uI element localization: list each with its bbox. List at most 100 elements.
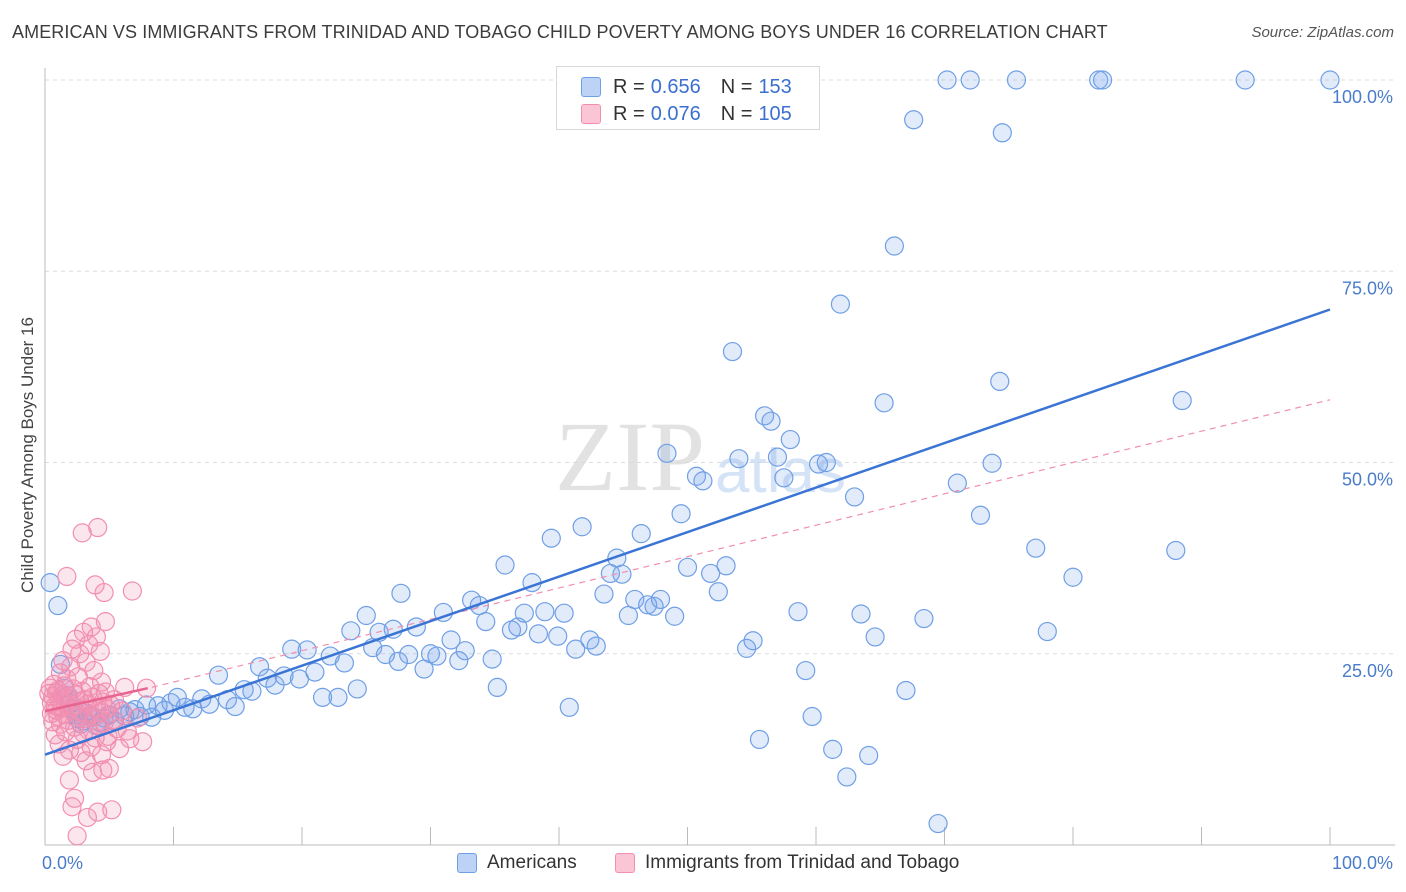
point-american <box>625 589 645 610</box>
point-american <box>341 621 361 641</box>
point-american <box>305 662 325 682</box>
point-american <box>859 745 879 766</box>
point-american <box>334 653 355 673</box>
point-american <box>586 636 606 656</box>
point-american <box>618 605 638 626</box>
point-immigrant <box>67 826 87 846</box>
point-american <box>1172 390 1192 411</box>
point-immigrant <box>72 523 92 543</box>
legend-label-immigrants: Immigrants from Trinidad and Tobago <box>645 852 960 873</box>
point-immigrant <box>88 517 108 538</box>
point-american <box>48 595 68 616</box>
point-american <box>970 505 991 525</box>
points-immigrants <box>39 517 157 846</box>
point-american <box>554 603 574 623</box>
point-american <box>312 687 333 707</box>
point-american <box>844 487 865 507</box>
point-immigrant <box>102 800 122 820</box>
point-immigrant <box>77 807 98 828</box>
point-american <box>559 697 579 717</box>
point-american <box>441 630 461 650</box>
point-immigrant <box>99 758 119 779</box>
point-american <box>594 584 614 604</box>
point-immigrant <box>122 581 142 601</box>
point-immigrant <box>94 582 114 603</box>
point-american <box>816 452 836 473</box>
point-immigrant <box>81 617 101 637</box>
point-american <box>937 70 957 90</box>
legend-swatch-immigrants <box>581 104 601 124</box>
point-american <box>774 468 794 488</box>
trend-lines <box>44 308 1331 756</box>
point-american <box>884 236 904 256</box>
point-american <box>928 813 948 834</box>
point-immigrant <box>88 802 108 822</box>
point-immigrant <box>59 770 80 790</box>
point-immigrant <box>127 708 148 728</box>
point-immigrant <box>66 629 86 649</box>
point-american <box>982 453 1002 473</box>
point-american <box>391 583 411 603</box>
legend-item-immigrants: Immigrants from Trinidad and Tobago <box>615 852 959 874</box>
x-tick-label: 0.0% <box>42 853 83 873</box>
point-american <box>399 644 419 665</box>
point-american <box>1166 540 1186 561</box>
point-american <box>865 627 885 647</box>
point-american <box>535 602 555 622</box>
point-immigrant <box>90 641 110 662</box>
point-american <box>716 556 736 576</box>
point-american <box>1037 621 1057 642</box>
point-immigrant <box>64 788 85 808</box>
point-american <box>1006 70 1027 90</box>
point-american <box>722 341 743 362</box>
point-american <box>514 603 534 623</box>
point-american <box>796 660 816 681</box>
point-immigrant <box>91 672 112 692</box>
point-american <box>566 639 586 659</box>
point-american <box>1063 567 1083 587</box>
watermark: ZIP atlas <box>555 401 846 512</box>
point-american <box>208 665 229 685</box>
point-american <box>990 371 1010 392</box>
point-american <box>225 696 245 717</box>
y-tick-label: 100.0% <box>1332 87 1393 107</box>
point-american <box>960 70 980 90</box>
point-american <box>677 557 698 577</box>
point-american <box>947 473 967 493</box>
point-immigrant <box>109 739 130 759</box>
y-tick-label: 25.0% <box>1342 661 1393 681</box>
legend-r-label: R = <box>613 75 645 98</box>
point-american <box>708 582 728 602</box>
point-american <box>851 604 871 624</box>
axes <box>44 68 1395 846</box>
legend-swatch-immigrants <box>615 853 635 873</box>
point-american <box>167 687 187 707</box>
point-american <box>356 605 376 626</box>
point-american <box>780 429 800 450</box>
legend-row-americans: R = 0.656 N = 153 <box>581 73 792 101</box>
point-american <box>572 517 592 537</box>
point-american <box>482 649 502 669</box>
legend-r-label: R = <box>613 102 645 125</box>
point-american <box>788 602 808 622</box>
point-american <box>1092 70 1113 90</box>
point-american <box>737 638 757 658</box>
point-american <box>476 612 496 632</box>
trend-line-immigrants-dashed <box>44 399 1331 715</box>
series-legend: Americans Immigrants from Trinidad and T… <box>0 852 1406 878</box>
correlation-legend: R = 0.656 N = 153 R = 0.076 N = 105 <box>556 66 820 130</box>
legend-n-label: N = <box>720 102 753 125</box>
point-american <box>802 706 822 727</box>
legend-r-value: 0.076 <box>650 102 701 125</box>
watermark-zip: ZIP <box>555 401 705 512</box>
point-american <box>665 606 685 626</box>
point-american <box>388 651 408 672</box>
point-american <box>282 639 302 659</box>
legend-n-label: N = <box>720 75 753 98</box>
legend-n-value: 153 <box>758 75 792 98</box>
point-american <box>528 624 549 644</box>
point-american <box>808 454 829 474</box>
point-american <box>650 589 671 610</box>
y-tick-label: 50.0% <box>1342 470 1393 490</box>
point-american <box>754 406 775 426</box>
